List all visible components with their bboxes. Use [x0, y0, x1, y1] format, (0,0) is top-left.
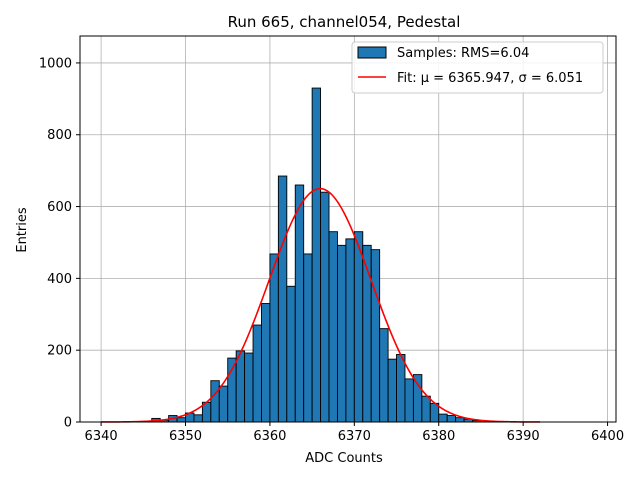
histogram-bar	[396, 354, 406, 423]
histogram-bar	[218, 385, 229, 423]
histogram-bar	[311, 87, 322, 423]
histogram-bar	[362, 244, 372, 423]
histogram-bar	[176, 417, 186, 423]
y-tick-label: 800	[47, 128, 72, 143]
y-axis-label: Entries	[15, 207, 30, 253]
y-tick-label: 600	[47, 200, 72, 215]
histogram-bar	[379, 328, 389, 423]
histogram-bar	[193, 414, 203, 423]
plot-frame	[79, 35, 617, 423]
histogram-bar	[336, 244, 347, 423]
legend: Samples: RMS=6.04 Fit: μ = 6365.947, σ =…	[351, 41, 604, 94]
histogram-bar	[320, 191, 330, 423]
x-tick-label: 6400	[591, 429, 624, 444]
x-tick-label: 6380	[422, 429, 455, 444]
histogram-bar	[404, 378, 414, 423]
legend-label-fit: Fit: μ = 6365.947, σ = 6.051	[397, 71, 583, 86]
histogram-bar	[286, 285, 296, 423]
x-tick-label: 6340	[85, 429, 118, 444]
histogram-bar	[227, 357, 237, 423]
histogram-bar	[261, 303, 271, 423]
y-tick-label: 1000	[39, 56, 72, 71]
histogram-bar	[277, 175, 288, 423]
legend-swatch-samples	[357, 46, 387, 59]
y-axis-ticks: 0 200 400 600 800 1000	[39, 56, 80, 431]
chart-title: Run 665, channel054, Pedestal	[228, 13, 461, 31]
histogram-bar	[328, 231, 338, 423]
histogram-bar	[438, 413, 448, 423]
y-tick-label: 400	[47, 272, 72, 287]
histogram-bar	[446, 415, 457, 423]
histogram-bar	[421, 395, 431, 423]
histogram-bar	[252, 324, 262, 423]
x-tick-label: 6360	[253, 429, 286, 444]
x-tick-label: 6370	[338, 429, 371, 444]
histogram-bar	[387, 358, 397, 423]
x-tick-label: 6390	[507, 429, 540, 444]
histogram-bar	[345, 238, 355, 423]
histogram-bar	[303, 253, 313, 423]
x-axis-ticks: 6340 6350 6360 6370 6380 6390 6400	[85, 422, 624, 444]
legend-label-samples: Samples: RMS=6.04	[397, 46, 529, 61]
histogram-bar	[294, 184, 305, 423]
y-tick-label: 0	[64, 416, 72, 431]
x-tick-label: 6350	[169, 429, 202, 444]
histogram-bar	[370, 249, 381, 423]
histogram-bar	[244, 352, 254, 423]
y-tick-label: 200	[47, 344, 72, 359]
fit-curve	[101, 187, 541, 423]
histogram-bar	[210, 380, 220, 423]
histogram-bar	[353, 231, 364, 423]
histogram-bar	[269, 253, 279, 423]
histogram-bars	[151, 87, 482, 423]
legend-box	[351, 41, 604, 94]
histogram-bar	[235, 350, 246, 423]
histogram-bar	[455, 417, 465, 423]
histogram-bar	[412, 374, 423, 423]
x-axis-label: ADC Counts	[305, 451, 383, 466]
